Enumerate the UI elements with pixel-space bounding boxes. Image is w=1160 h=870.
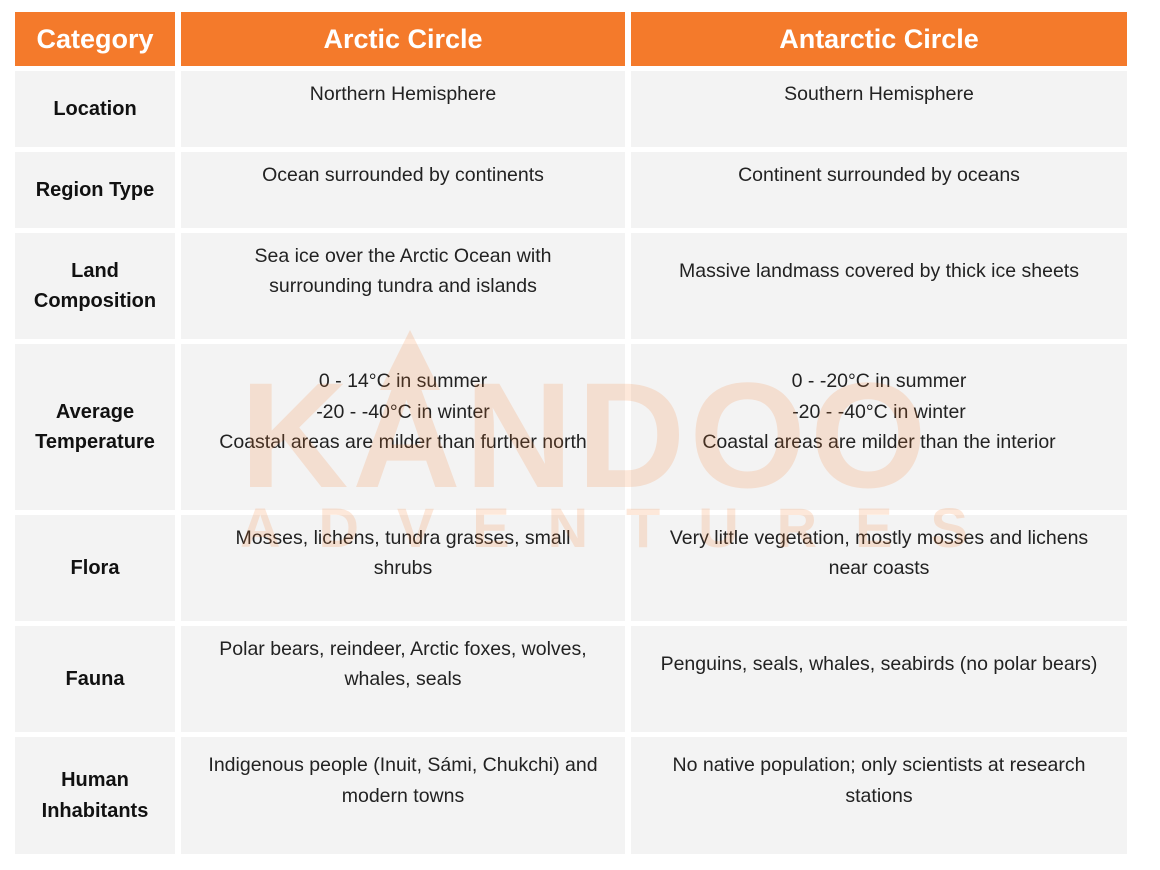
comparison-table: Category Arctic Circle Antarctic Circle …	[9, 7, 1133, 859]
arctic-cell: Indigenous people (Inuit, Sámi, Chukchi)…	[181, 737, 625, 854]
header-arctic: Arctic Circle	[181, 12, 625, 66]
category-cell: Location	[15, 71, 175, 147]
header-row: Category Arctic Circle Antarctic Circle	[15, 12, 1127, 66]
cell-text: Land	[71, 259, 119, 282]
cell-text: Polar bears, reindeer, Arctic foxes, wol…	[219, 637, 587, 660]
category-cell: Flora	[15, 515, 175, 621]
category-cell: Region Type	[15, 152, 175, 228]
cell-text: 0 - 14°C in summer	[318, 370, 488, 393]
table-row: Flora Mosses, lichens, tundra grasses, sm…	[15, 515, 1127, 621]
cell-text: Massive landmass covered by thick ice sh…	[679, 259, 1079, 282]
arctic-cell: Mosses, lichens, tundra grasses, small sh…	[181, 515, 625, 621]
cell-text: Ocean surrounded by continents	[262, 163, 544, 186]
cell-text: Inhabitants	[41, 799, 149, 822]
arctic-cell: Ocean surrounded by continents	[181, 152, 625, 228]
antarctic-cell: No native population; only scientists at…	[631, 737, 1127, 854]
cell-text: Human	[61, 769, 129, 791]
arctic-cell: Polar bears, reindeer, Arctic foxes, wol…	[181, 626, 625, 732]
antarctic-cell: Continent surrounded by oceans	[631, 152, 1127, 228]
cell-text: Coastal areas are milder than further no…	[219, 431, 587, 454]
antarctic-cell: Penguins, seals, whales, seabirds (no po…	[631, 626, 1127, 732]
antarctic-cell: 0 - -20°C in summer -20 - -40°C in winter…	[631, 344, 1127, 510]
cell-text: near coasts	[828, 557, 930, 579]
cell-text: Location	[53, 97, 137, 120]
cell-text: -20 - -40°C in winter	[316, 400, 490, 423]
cell-text: Southern Hemisphere	[784, 82, 974, 105]
category-cell: Land Composition	[15, 233, 175, 339]
cell-text: 0 - -20°C in summer	[791, 370, 967, 393]
cell-text: shrubs	[373, 557, 433, 579]
table-row: Average Temperature 0 - 14°C in summer -20 …	[15, 344, 1127, 510]
cell-text: whales, seals	[344, 668, 462, 690]
cell-text: Penguins, seals, whales, seabirds (no po…	[660, 652, 1098, 675]
cell-text: Temperature	[35, 431, 155, 453]
antarctic-cell: Very little vegetation, mostly mosses an…	[631, 515, 1127, 621]
cell-text: Composition	[33, 290, 157, 312]
cell-text: Region Type	[35, 178, 155, 201]
cell-text: modern towns	[341, 784, 465, 807]
header-antarctic: Antarctic Circle	[631, 12, 1127, 66]
category-cell: Human Inhabitants	[15, 737, 175, 854]
cell-text: Mosses, lichens, tundra grasses, small	[235, 526, 571, 549]
arctic-cell: Northern Hemisphere	[181, 71, 625, 147]
cell-text: -20 - -40°C in winter	[792, 400, 966, 423]
arctic-cell: Sea ice over the Arctic Ocean with surrou…	[181, 233, 625, 339]
category-cell: Average Temperature	[15, 344, 175, 510]
arctic-cell: 0 - 14°C in summer -20 - -40°C in winter C…	[181, 344, 625, 510]
cell-text: Continent surrounded by oceans	[738, 163, 1020, 186]
cell-text: No native population; only scientists at…	[672, 754, 1086, 776]
cell-text: Coastal areas are milder than the interi…	[702, 431, 1056, 454]
table-row: Human Inhabitants Indigenous people (Inuit…	[15, 737, 1127, 854]
antarctic-cell: Massive landmass covered by thick ice sh…	[631, 233, 1127, 339]
table-row: Region Type Ocean surrounded by continent…	[15, 152, 1127, 228]
category-cell: Fauna	[15, 626, 175, 732]
cell-text: stations	[845, 784, 913, 807]
cell-text: surrounding tundra and islands	[269, 275, 537, 297]
table-row: Fauna Polar bears, reindeer, Arctic foxes…	[15, 626, 1127, 732]
cell-text: Fauna	[65, 667, 125, 690]
header-category: Category	[15, 12, 175, 66]
cell-text: Average	[55, 400, 135, 423]
cell-text: Sea ice over the Arctic Ocean with	[254, 244, 552, 267]
table-row: Land Composition Sea ice over the Arctic O…	[15, 233, 1127, 339]
antarctic-cell: Southern Hemisphere	[631, 71, 1127, 147]
cell-text: Northern Hemisphere	[309, 82, 497, 105]
cell-text: Very little vegetation, mostly mosses an…	[669, 526, 1089, 549]
table-row: Location Northern Hemisphere Southern Hemi…	[15, 71, 1127, 147]
cell-text: Flora	[70, 556, 120, 579]
cell-text: Indigenous people (Inuit, Sámi, Chukchi)…	[208, 754, 598, 776]
